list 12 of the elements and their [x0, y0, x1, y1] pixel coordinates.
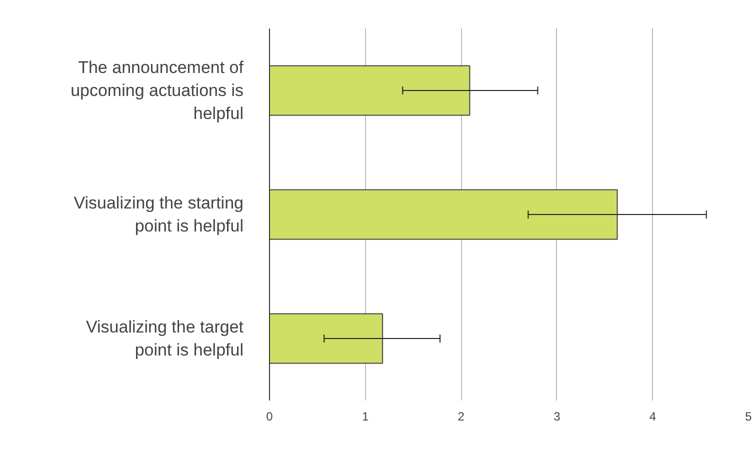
x-tick-label: 1: [362, 410, 369, 424]
x-tick-label: 0: [266, 410, 274, 424]
bar: [270, 65, 470, 116]
x-tick-label: 3: [554, 410, 561, 424]
x-tick-label: 4: [649, 410, 656, 424]
x-tick-label: 2: [458, 410, 465, 424]
bar: [270, 189, 618, 240]
y-tick-label: Visualizing the target point is helpful: [86, 318, 244, 360]
bar: [270, 313, 384, 364]
y-tick-label: The announcement of upcoming actuations is helpful: [70, 58, 244, 123]
y-tick-label: Visualizing the starting point is helpful: [74, 194, 244, 236]
x-tick-label: 5: [745, 410, 752, 424]
